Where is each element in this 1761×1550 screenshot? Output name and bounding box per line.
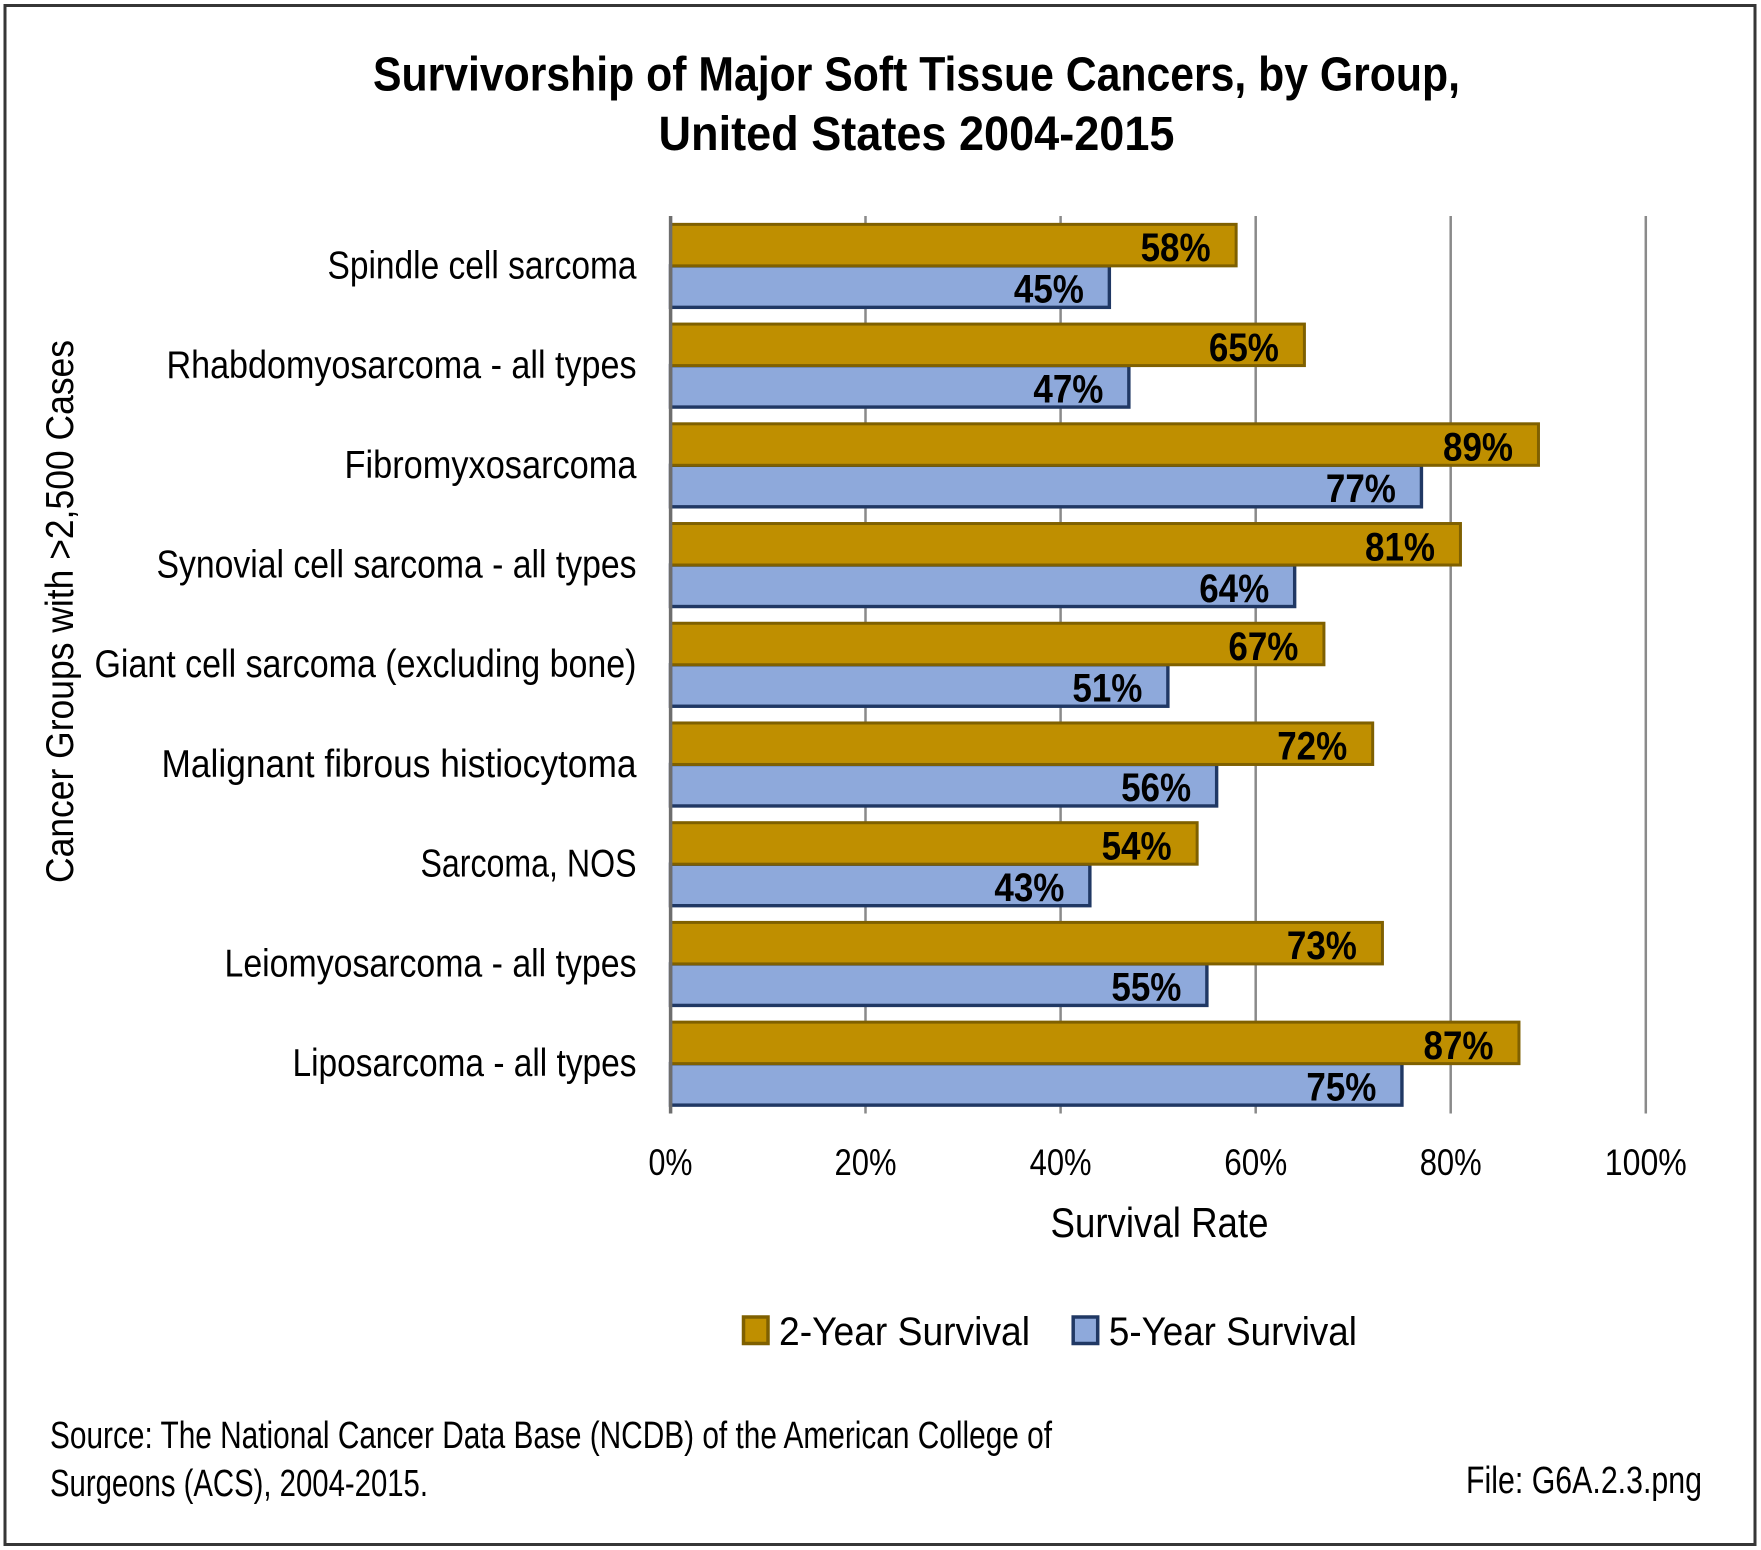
- svg-text:60%: 60%: [1224, 1142, 1287, 1183]
- svg-text:Synovial cell sarcoma - all ty: Synovial cell sarcoma - all types: [157, 544, 637, 587]
- svg-text:United States 2004-2015: United States 2004-2015: [659, 108, 1175, 161]
- svg-text:65%: 65%: [1209, 326, 1279, 370]
- svg-text:72%: 72%: [1277, 725, 1347, 769]
- svg-text:Survivorship of Major Soft Tis: Survivorship of Major Soft Tissue Cancer…: [373, 49, 1460, 102]
- svg-text:Fibromyxosarcoma: Fibromyxosarcoma: [345, 444, 637, 487]
- svg-text:Survival Rate: Survival Rate: [1051, 1199, 1269, 1246]
- svg-text:47%: 47%: [1033, 367, 1103, 411]
- svg-text:Leiomyosarcoma - all types: Leiomyosarcoma - all types: [225, 942, 637, 985]
- svg-text:87%: 87%: [1424, 1024, 1494, 1068]
- svg-text:Malignant fibrous histiocytoma: Malignant fibrous histiocytoma: [162, 743, 637, 786]
- svg-text:43%: 43%: [994, 866, 1064, 910]
- svg-text:89%: 89%: [1443, 426, 1513, 470]
- svg-text:0%: 0%: [649, 1142, 693, 1183]
- svg-text:Surgeons (ACS), 2004-2015.: Surgeons (ACS), 2004-2015.: [50, 1463, 428, 1505]
- svg-text:75%: 75%: [1306, 1065, 1376, 1109]
- svg-text:File: G6A.2.3.png: File: G6A.2.3.png: [1466, 1460, 1702, 1502]
- svg-text:73%: 73%: [1287, 924, 1357, 968]
- svg-text:Spindle cell sarcoma: Spindle cell sarcoma: [328, 244, 637, 287]
- svg-text:64%: 64%: [1199, 567, 1269, 611]
- svg-text:Rhabdomyosarcoma - all types: Rhabdomyosarcoma - all types: [167, 344, 637, 387]
- svg-text:80%: 80%: [1420, 1142, 1482, 1183]
- svg-text:Cancer Groups with >2,500 Case: Cancer Groups with >2,500 Cases: [39, 340, 82, 883]
- svg-text:51%: 51%: [1072, 667, 1142, 711]
- svg-text:56%: 56%: [1121, 766, 1191, 810]
- svg-text:40%: 40%: [1030, 1142, 1092, 1183]
- svg-text:45%: 45%: [1014, 268, 1084, 312]
- svg-text:55%: 55%: [1111, 966, 1181, 1010]
- svg-text:Source: The National Cancer Da: Source: The National Cancer Data Base (N…: [50, 1415, 1052, 1457]
- svg-text:58%: 58%: [1141, 226, 1211, 270]
- svg-text:54%: 54%: [1102, 824, 1172, 868]
- svg-text:20%: 20%: [835, 1142, 897, 1183]
- svg-text:77%: 77%: [1326, 467, 1396, 511]
- svg-text:81%: 81%: [1365, 525, 1435, 569]
- svg-text:5-Year Survival: 5-Year Survival: [1109, 1310, 1357, 1354]
- svg-text:Sarcoma, NOS: Sarcoma, NOS: [421, 843, 637, 886]
- svg-text:67%: 67%: [1228, 625, 1298, 669]
- svg-text:Liposarcoma - all types: Liposarcoma - all types: [293, 1042, 637, 1085]
- svg-text:Giant cell sarcoma (excluding: Giant cell sarcoma (excluding bone): [95, 643, 637, 686]
- svg-text:100%: 100%: [1605, 1142, 1687, 1183]
- svg-text:2-Year Survival: 2-Year Survival: [779, 1310, 1030, 1354]
